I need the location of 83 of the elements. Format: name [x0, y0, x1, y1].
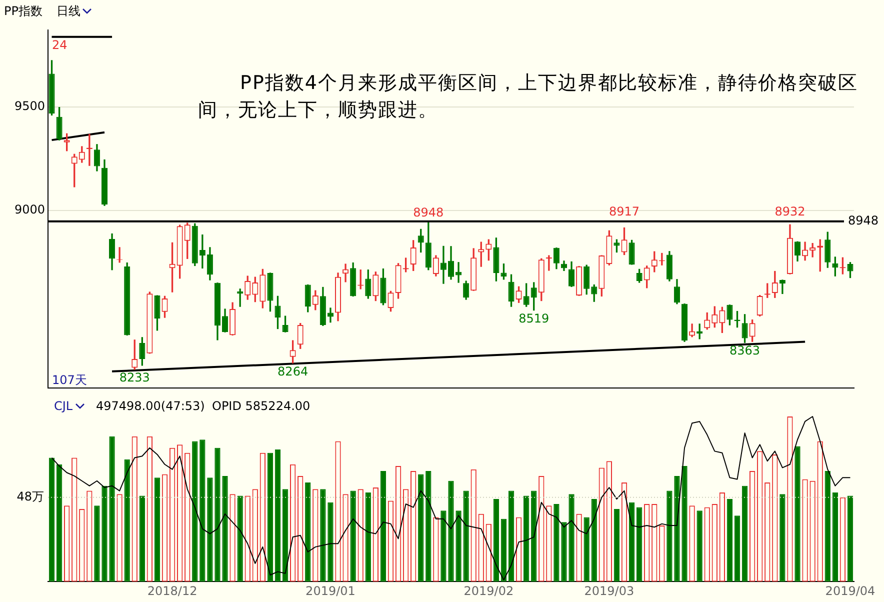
y-tick-label: 9000 [14, 202, 45, 217]
text: 497498.00(47:53) [96, 399, 205, 413]
candlestick [440, 246, 446, 284]
bar [696, 510, 702, 582]
x-tick-label: 2019/04 [825, 584, 876, 598]
bar [207, 478, 213, 582]
bar [448, 480, 454, 582]
bar [320, 489, 326, 582]
bar [666, 490, 672, 582]
candlestick [342, 264, 349, 282]
annotation: PP指数4个月来形成平衡区间，上下边界都比较标准，静待价格突破区间，无论上下，顺势跟进。 [198, 71, 860, 123]
bar [847, 496, 854, 582]
bar [365, 492, 371, 582]
bar [124, 459, 130, 582]
bar [493, 499, 500, 582]
bar [780, 494, 786, 582]
bar [418, 474, 424, 582]
annotation: 107天 [52, 372, 87, 389]
bar [139, 496, 145, 582]
annotation: 8932 [774, 204, 806, 218]
annotation: 8519 [518, 311, 550, 326]
bar [56, 464, 62, 582]
x-tick-label: 2018/12 [147, 584, 198, 598]
bar [274, 450, 281, 582]
bar [682, 466, 688, 582]
y-tick-label: 9500 [14, 99, 45, 114]
candlestick [199, 234, 206, 269]
bar [222, 476, 228, 582]
bar [282, 489, 288, 582]
bar [214, 448, 220, 582]
annotation: 8917 [608, 204, 640, 218]
bar [832, 492, 838, 582]
bar [628, 502, 635, 582]
bar [636, 507, 642, 582]
bar [734, 516, 740, 582]
bar [742, 486, 748, 582]
bar [456, 510, 462, 582]
bar [328, 502, 334, 582]
bar [500, 518, 507, 582]
candlestick [779, 280, 786, 294]
bar [109, 436, 115, 582]
chart-title: PP指数 [4, 4, 42, 18]
bar [192, 441, 198, 582]
candlestick [696, 324, 703, 340]
bar [794, 446, 800, 582]
x-tick-label: 2019/03 [584, 584, 634, 598]
bar [584, 517, 590, 582]
bar [614, 508, 620, 582]
annotation: 8363 [730, 344, 760, 358]
text: OPID 585224.00 [212, 399, 310, 413]
bar [561, 522, 567, 582]
bar [531, 490, 537, 582]
ref-line-label: 8948 [848, 213, 879, 228]
annotation: 24 [52, 38, 68, 52]
ref-line-label: 48万 [16, 490, 44, 504]
bar [591, 499, 597, 582]
bar [305, 482, 311, 582]
text: CJL [54, 399, 73, 413]
bar [524, 496, 530, 582]
annotation: 8264 [278, 364, 308, 378]
bar [200, 440, 206, 582]
annotation: 8233 [119, 370, 150, 385]
x-tick-label: 2019/01 [306, 584, 356, 598]
bar [267, 452, 274, 582]
annotation: 8948 [413, 205, 444, 220]
bar [440, 510, 446, 582]
bar [48, 458, 55, 582]
bar [568, 494, 574, 582]
bar [508, 490, 514, 582]
chart-subtitle: 日线 [56, 4, 80, 18]
bar [824, 470, 830, 582]
bar [102, 486, 108, 582]
bar [380, 470, 386, 582]
bar [350, 490, 356, 582]
bar [726, 499, 733, 582]
bar [237, 496, 243, 582]
bar [463, 490, 469, 582]
bar [674, 476, 680, 582]
x-tick-label: 2019/02 [464, 584, 514, 598]
bar [94, 506, 100, 582]
bar [554, 504, 560, 582]
bar [154, 478, 160, 582]
bar [426, 470, 432, 582]
